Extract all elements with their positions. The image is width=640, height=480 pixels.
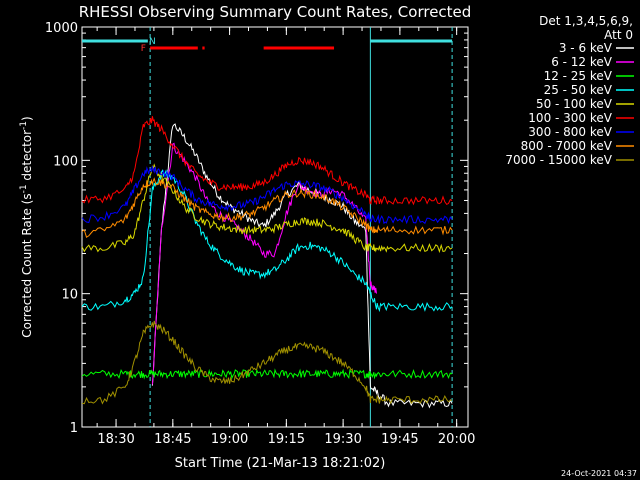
- y-axis-label-part3: ): [20, 116, 34, 121]
- x-tick-label: 19:30: [324, 432, 361, 447]
- x-tick-label: 18:30: [97, 432, 134, 447]
- series-line: [151, 123, 453, 409]
- x-tick-label: 19:45: [381, 432, 418, 447]
- legend-label: 300 - 800 keV: [528, 125, 612, 139]
- legend-label: 100 - 300 keV: [528, 111, 612, 125]
- legend-header-attenuator: Att 0: [604, 28, 633, 42]
- y-tick-labels: 1 10 100 1000: [45, 21, 78, 436]
- y-tick-label: 10: [61, 288, 78, 303]
- x-tick-label: 20:00: [438, 432, 475, 447]
- footer-date: 24-Oct-2021 04:37: [561, 469, 637, 478]
- series-line: [151, 142, 377, 385]
- chart-title: RHESSI Observing Summary Count Rates, Co…: [79, 3, 472, 21]
- legend-label: 12 - 25 keV: [544, 69, 613, 83]
- x-tick-label: 18:45: [154, 432, 191, 447]
- legend-label: 6 - 12 keV: [551, 55, 613, 69]
- series-line: [81, 166, 453, 225]
- flag-label: F: [141, 44, 146, 54]
- series-lines: [81, 116, 453, 409]
- y-axis-label-sup1: -1: [19, 184, 29, 193]
- axis-ticks: [82, 27, 468, 428]
- legend-header-detectors: Det 1,3,4,5,6,9,: [539, 14, 633, 28]
- series-line: [81, 169, 453, 313]
- y-tick-label: 1000: [45, 21, 78, 36]
- y-tick-label: 100: [53, 154, 78, 169]
- flag-label: N: [149, 37, 156, 47]
- plot-area: FN: [81, 26, 469, 428]
- y-axis-label-part2: detector: [20, 130, 34, 185]
- series-line: [81, 116, 453, 206]
- legend-label: 50 - 100 keV: [536, 97, 613, 111]
- legend-label: 25 - 50 keV: [544, 83, 613, 97]
- x-tick-labels: 18:30 18:45 19:00 19:15 19:30 19:45 20:00: [97, 432, 475, 447]
- legend-label: 3 - 6 keV: [559, 41, 613, 55]
- y-axis-label: Corrected Count Rate (s-1 detector-1): [19, 116, 34, 337]
- y-tick-label: 1: [70, 421, 78, 436]
- series-line: [81, 320, 453, 405]
- legend-label: 800 - 7000 keV: [521, 139, 613, 153]
- series-line: [81, 368, 453, 380]
- y-axis-label-sup2: -1: [19, 121, 29, 130]
- series-line: [81, 177, 453, 238]
- x-tick-label: 19:15: [268, 432, 305, 447]
- flag-labels: FN: [141, 37, 156, 54]
- x-axis-label: Start Time (21-Mar-13 18:21:02): [175, 456, 386, 471]
- y-axis-label-part1: Corrected Count Rate (s: [20, 193, 34, 337]
- plot-frame: [81, 26, 469, 428]
- legend-label: 7000 - 15000 keV: [505, 153, 612, 167]
- x-tick-label: 19:00: [211, 432, 248, 447]
- flag-bars: [82, 39, 453, 50]
